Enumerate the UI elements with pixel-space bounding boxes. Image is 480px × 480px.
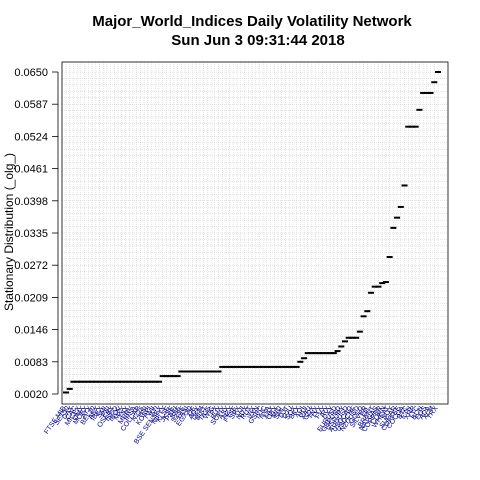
y-tick-label: 0.0272 bbox=[14, 260, 48, 272]
x-tick-label: PX bbox=[209, 405, 220, 417]
points bbox=[63, 71, 441, 394]
x-axis-labels: FTSE MIBSET50DAXCACMICEXOMXMOEXATXBEL20A… bbox=[43, 405, 439, 446]
y-tick-label: 0.0587 bbox=[14, 99, 48, 111]
y-tick-label: 0.0335 bbox=[14, 228, 48, 240]
y-tick-label: 0.0398 bbox=[14, 196, 48, 208]
x-tick-label: QE bbox=[186, 405, 198, 418]
y-tick-label: 0.0461 bbox=[14, 164, 48, 176]
x-tick-label: DJI bbox=[234, 405, 246, 418]
y-tick-label: 0.0209 bbox=[14, 292, 48, 304]
y-tick-label: 0.0146 bbox=[14, 325, 48, 337]
y-tick-label: 0.0020 bbox=[14, 389, 48, 401]
grid bbox=[62, 62, 448, 404]
y-tick-label: 0.0524 bbox=[14, 131, 48, 143]
y-tick-label: 0.0083 bbox=[14, 357, 48, 369]
chart-title: Major_World_Indices Daily Volatility Net… bbox=[92, 13, 412, 30]
y-axis-label: Stationary Distribution (_olg_) bbox=[2, 153, 16, 311]
plot-frame bbox=[61, 61, 449, 405]
y-axis: 0.0020 0.0083 0.0146 0.0209 0.0272 0.0335 0.03… bbox=[14, 67, 58, 401]
y-tick-label: 0.0650 bbox=[14, 67, 48, 79]
chart-subtitle: Sun Jun 3 09:31:44 2018 bbox=[171, 32, 344, 49]
